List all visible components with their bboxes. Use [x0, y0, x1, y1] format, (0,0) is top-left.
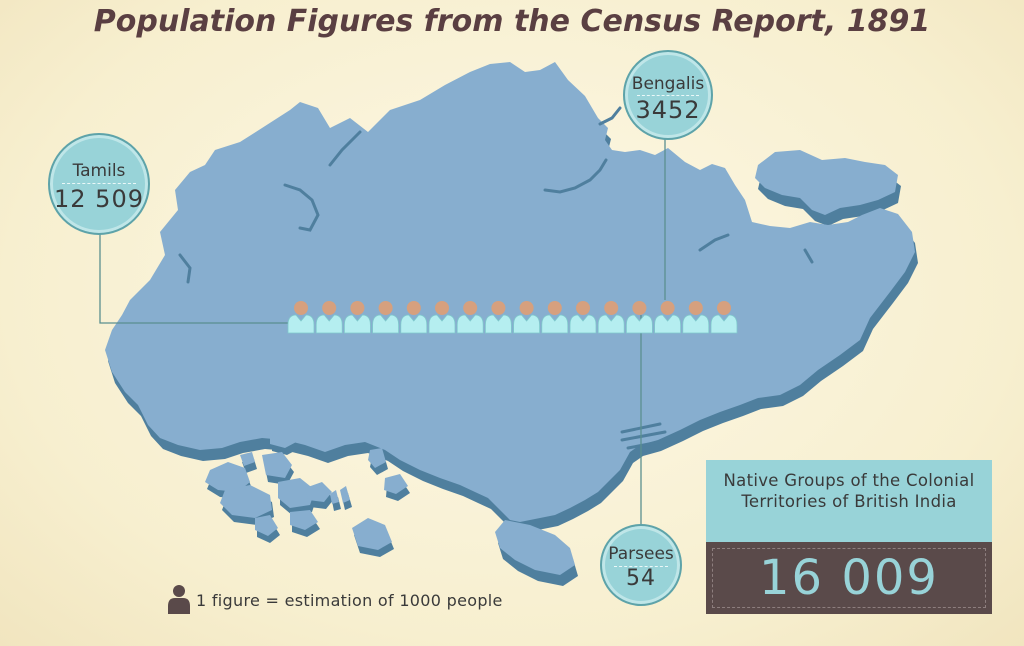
native-groups-total: 16 009	[706, 542, 992, 614]
person-figure-icon	[569, 301, 597, 334]
tamils-value: 12 509	[54, 185, 144, 213]
parsees-bubble: Parsees 54	[600, 524, 682, 606]
person-figure-icon	[626, 301, 653, 334]
native-groups-panel: Native Groups of the Colonial Territorie…	[706, 460, 992, 614]
person-figure-icon	[400, 301, 428, 334]
person-figure-icon	[513, 301, 540, 334]
page-title: Population Figures from the Census Repor…	[93, 4, 931, 39]
person-figure-icon	[710, 301, 738, 334]
person-figure-icon	[372, 301, 399, 334]
legend-person-icon	[168, 585, 190, 614]
person-figure-icon	[344, 301, 371, 334]
parsees-value: 54	[626, 566, 656, 591]
bengalis-bubble: Bengalis 3452	[623, 50, 713, 140]
person-figure-icon	[315, 301, 343, 334]
person-figure-icon	[541, 301, 569, 334]
person-figure-icon	[456, 301, 484, 334]
tamils-label: Tamils	[72, 161, 126, 181]
native-groups-label: Native Groups of the Colonial Territorie…	[706, 460, 992, 542]
person-figure-icon	[682, 301, 710, 334]
bengalis-value: 3452	[635, 96, 701, 124]
bengalis-label: Bengalis	[631, 74, 705, 94]
person-figure-icon	[287, 301, 315, 334]
legend-text: 1 figure = estimation of 1000 people	[196, 591, 503, 610]
tamils-bubble: Tamils 12 509	[48, 133, 150, 235]
person-figure-icon	[428, 301, 456, 334]
parsees-label: Parsees	[608, 544, 674, 564]
person-figure-icon	[597, 301, 625, 334]
person-figure-icon	[654, 301, 681, 334]
person-figure-icon	[485, 301, 512, 334]
